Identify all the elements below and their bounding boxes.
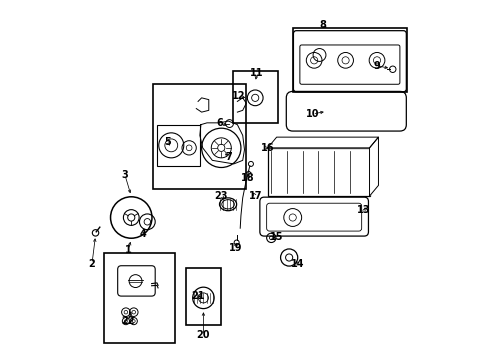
Bar bbox=[292, 28, 406, 93]
Text: 15: 15 bbox=[269, 232, 283, 242]
Text: 6: 6 bbox=[216, 118, 223, 128]
Bar bbox=[153, 84, 246, 189]
Text: 20: 20 bbox=[196, 330, 210, 341]
Text: 23: 23 bbox=[214, 191, 227, 201]
Text: 12: 12 bbox=[232, 91, 245, 101]
Text: 14: 14 bbox=[291, 259, 304, 269]
Text: 1: 1 bbox=[125, 245, 131, 255]
Text: 22: 22 bbox=[122, 316, 135, 326]
Text: 4: 4 bbox=[139, 229, 146, 239]
Text: 10: 10 bbox=[305, 109, 319, 119]
Text: 11: 11 bbox=[250, 68, 263, 78]
Text: 5: 5 bbox=[164, 138, 171, 148]
Bar bbox=[157, 125, 200, 166]
Text: 21: 21 bbox=[191, 291, 204, 301]
Text: 19: 19 bbox=[228, 243, 242, 253]
Polygon shape bbox=[267, 137, 378, 148]
Text: 16: 16 bbox=[261, 143, 274, 153]
Bar bbox=[104, 253, 175, 342]
Text: 3: 3 bbox=[121, 170, 128, 180]
Text: 8: 8 bbox=[319, 19, 326, 30]
Bar bbox=[185, 267, 221, 325]
Text: 7: 7 bbox=[224, 152, 231, 162]
Text: 13: 13 bbox=[357, 205, 370, 215]
Text: 18: 18 bbox=[241, 173, 254, 183]
Bar bbox=[233, 71, 278, 123]
Text: 17: 17 bbox=[248, 191, 262, 201]
Polygon shape bbox=[369, 137, 378, 196]
Text: 9: 9 bbox=[372, 61, 379, 71]
Text: 2: 2 bbox=[88, 259, 95, 269]
Bar bbox=[267, 148, 369, 196]
